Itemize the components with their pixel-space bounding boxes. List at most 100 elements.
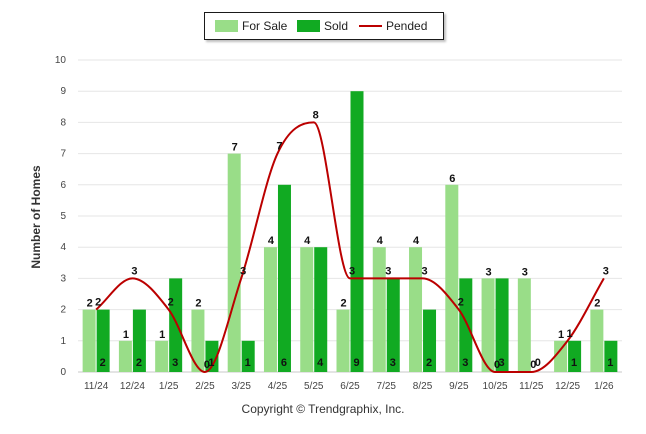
legend-label-for-sale: For Sale [242, 19, 288, 33]
label-for-sale: 6 [449, 173, 455, 185]
bar-for-sale [300, 247, 314, 372]
label-sold: 1 [208, 357, 214, 369]
y-tick-label: 4 [60, 242, 66, 253]
label-sold: 3 [390, 357, 396, 369]
label-sold: 9 [353, 357, 359, 369]
bar-for-sale [372, 247, 386, 372]
label-for-sale: 4 [413, 235, 420, 247]
legend-swatch-sold [297, 20, 320, 32]
bar-for-sale [155, 340, 169, 372]
label-pended: 3 [349, 265, 355, 277]
legend-item-sold[interactable]: Sold [297, 13, 348, 39]
label-pended: 8 [313, 109, 319, 121]
bar-sold [132, 309, 146, 372]
bar-sold [169, 278, 183, 372]
legend-swatch-for-sale [215, 20, 238, 32]
label-pended: 7 [276, 141, 282, 153]
label-sold: 1 [571, 357, 577, 369]
legend-item-pended[interactable]: Pended [359, 13, 427, 39]
label-pended: 2 [168, 297, 174, 309]
y-tick-label: 1 [60, 336, 66, 347]
label-pended: 2 [95, 297, 101, 309]
label-for-sale: 2 [195, 298, 201, 310]
label-pended: 3 [240, 265, 246, 277]
bar-sold [459, 278, 473, 372]
label-sold: 3 [172, 357, 178, 369]
label-sold: 1 [607, 357, 613, 369]
label-sold: 2 [100, 357, 106, 369]
label-sold: 4 [317, 357, 324, 369]
bar-sold [423, 309, 437, 372]
label-pended: 1 [567, 328, 573, 340]
bar-for-sale [409, 247, 423, 372]
label-for-sale: 2 [87, 298, 93, 310]
label-pended: 3 [603, 265, 609, 277]
legend: For Sale Sold Pended [204, 12, 444, 40]
y-tick-label: 9 [60, 86, 66, 97]
y-axis-title: Number of Homes [29, 165, 43, 269]
x-tick-label: 8/25 [413, 381, 433, 392]
pended-line [95, 121, 605, 374]
label-sold: 1 [245, 357, 251, 369]
x-tick-label: 6/25 [340, 381, 360, 392]
label-pended: 3 [421, 265, 427, 277]
y-tick-label: 3 [60, 273, 66, 284]
bar-sold [350, 91, 364, 372]
bar-sold [205, 340, 219, 372]
y-tick-label: 5 [60, 211, 66, 222]
x-tick-label: 12/24 [120, 381, 145, 392]
bar-sold [314, 247, 328, 372]
label-for-sale: 2 [594, 298, 600, 310]
label-pended: 3 [385, 265, 391, 277]
bar-for-sale [517, 278, 531, 372]
bar-sold [96, 309, 110, 372]
label-sold: 3 [462, 357, 468, 369]
x-tick-label: 10/25 [483, 381, 508, 392]
y-tick-label: 7 [60, 149, 66, 160]
label-for-sale: 1 [159, 329, 165, 341]
label-for-sale: 1 [123, 329, 129, 341]
x-tick-label: 12/25 [555, 381, 580, 392]
label-pended: 2 [458, 297, 464, 309]
x-tick-label: 1/25 [159, 381, 179, 392]
x-tick-label: 11/24 [84, 381, 109, 392]
x-tick-label: 7/25 [377, 381, 397, 392]
legend-label-sold: Sold [324, 19, 349, 33]
label-for-sale: 2 [340, 298, 346, 310]
x-tick-label: 11/25 [519, 381, 544, 392]
bar-sold [568, 340, 582, 372]
bar-for-sale [590, 309, 604, 372]
legend-item-for-sale[interactable]: For Sale [215, 13, 287, 39]
bar-for-sale [445, 184, 459, 372]
bar-for-sale [118, 340, 132, 372]
label-sold: 3 [499, 357, 505, 369]
bar-sold [495, 278, 509, 372]
bar-for-sale [227, 153, 241, 372]
copyright-text: Copyright © Trendgraphix, Inc. [241, 402, 405, 416]
label-for-sale: 1 [558, 329, 564, 341]
x-tick-label: 1/26 [594, 381, 614, 392]
x-tick-label: 3/25 [231, 381, 251, 392]
label-for-sale: 4 [304, 235, 311, 247]
x-tick-label: 2/25 [195, 381, 215, 392]
label-sold: 2 [426, 357, 432, 369]
bar-sold [277, 184, 291, 372]
bar-for-sale [336, 309, 350, 372]
label-sold: 6 [281, 357, 287, 369]
y-tick-label: 0 [60, 367, 66, 378]
y-tick-label: 2 [60, 305, 66, 316]
y-tick-label: 6 [60, 180, 66, 191]
x-tick-label: 5/25 [304, 381, 324, 392]
legend-line-pended [359, 25, 382, 27]
label-pended: 0 [530, 359, 536, 371]
label-for-sale: 4 [377, 235, 384, 247]
bar-sold [604, 340, 618, 372]
legend-label-pended: Pended [386, 19, 428, 33]
bar-for-sale [263, 247, 277, 372]
label-pended: 3 [131, 265, 137, 277]
label-pended: 0 [204, 359, 210, 371]
bar-for-sale [82, 309, 96, 372]
label-for-sale: 3 [486, 266, 492, 278]
label-for-sale: 4 [268, 235, 275, 247]
x-tick-label: 9/25 [449, 381, 469, 392]
